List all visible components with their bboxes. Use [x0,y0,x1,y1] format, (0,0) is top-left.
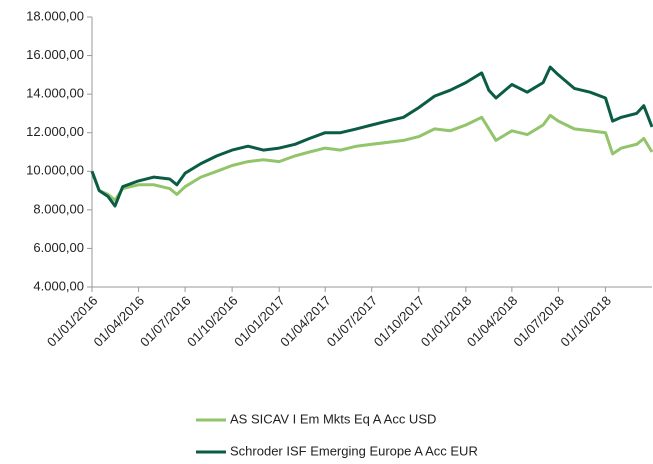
y-tick-label: 16.000,00 [26,47,84,62]
y-tick-label: 12.000,00 [26,124,84,139]
y-tick-label: 10.000,00 [26,163,84,178]
series-line [90,65,653,208]
y-tick-label: 6.000,00 [33,240,84,255]
x-tick-label: 01/10/2018 [557,293,614,350]
y-tick-label: 14.000,00 [26,86,84,101]
y-tick-label: 18.000,00 [26,8,84,23]
y-tick-label: 4.000,00 [33,278,84,293]
legend-label: Schroder ISF Emerging Europe A Acc EUR [230,443,478,458]
series-line [90,113,653,202]
legend-label: AS SICAV I Em Mkts Eq A Acc USD [230,411,436,426]
y-tick-label: 8.000,00 [33,201,84,216]
